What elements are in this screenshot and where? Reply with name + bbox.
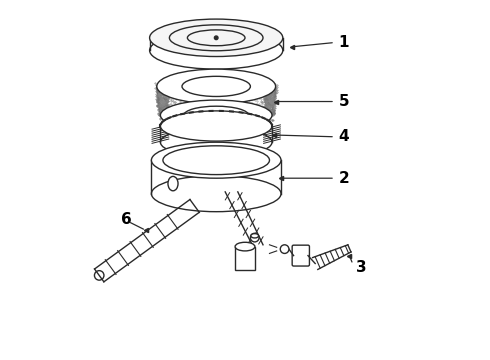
Ellipse shape [160,100,272,130]
Ellipse shape [168,176,178,191]
Circle shape [215,36,218,40]
Ellipse shape [151,142,281,178]
Text: 3: 3 [356,260,367,275]
Ellipse shape [149,32,283,69]
Text: 4: 4 [339,129,349,144]
Ellipse shape [160,127,272,157]
Text: 6: 6 [121,212,131,227]
Ellipse shape [151,176,281,212]
Circle shape [250,233,259,242]
Text: 2: 2 [339,171,349,186]
Ellipse shape [235,242,255,251]
Ellipse shape [95,271,104,280]
FancyBboxPatch shape [292,245,310,266]
Text: 5: 5 [339,94,349,109]
Text: 1: 1 [339,35,349,50]
Ellipse shape [149,19,283,57]
Circle shape [280,245,289,253]
Ellipse shape [157,69,275,104]
Ellipse shape [160,111,272,141]
Ellipse shape [251,234,259,238]
Bar [235,247,255,270]
